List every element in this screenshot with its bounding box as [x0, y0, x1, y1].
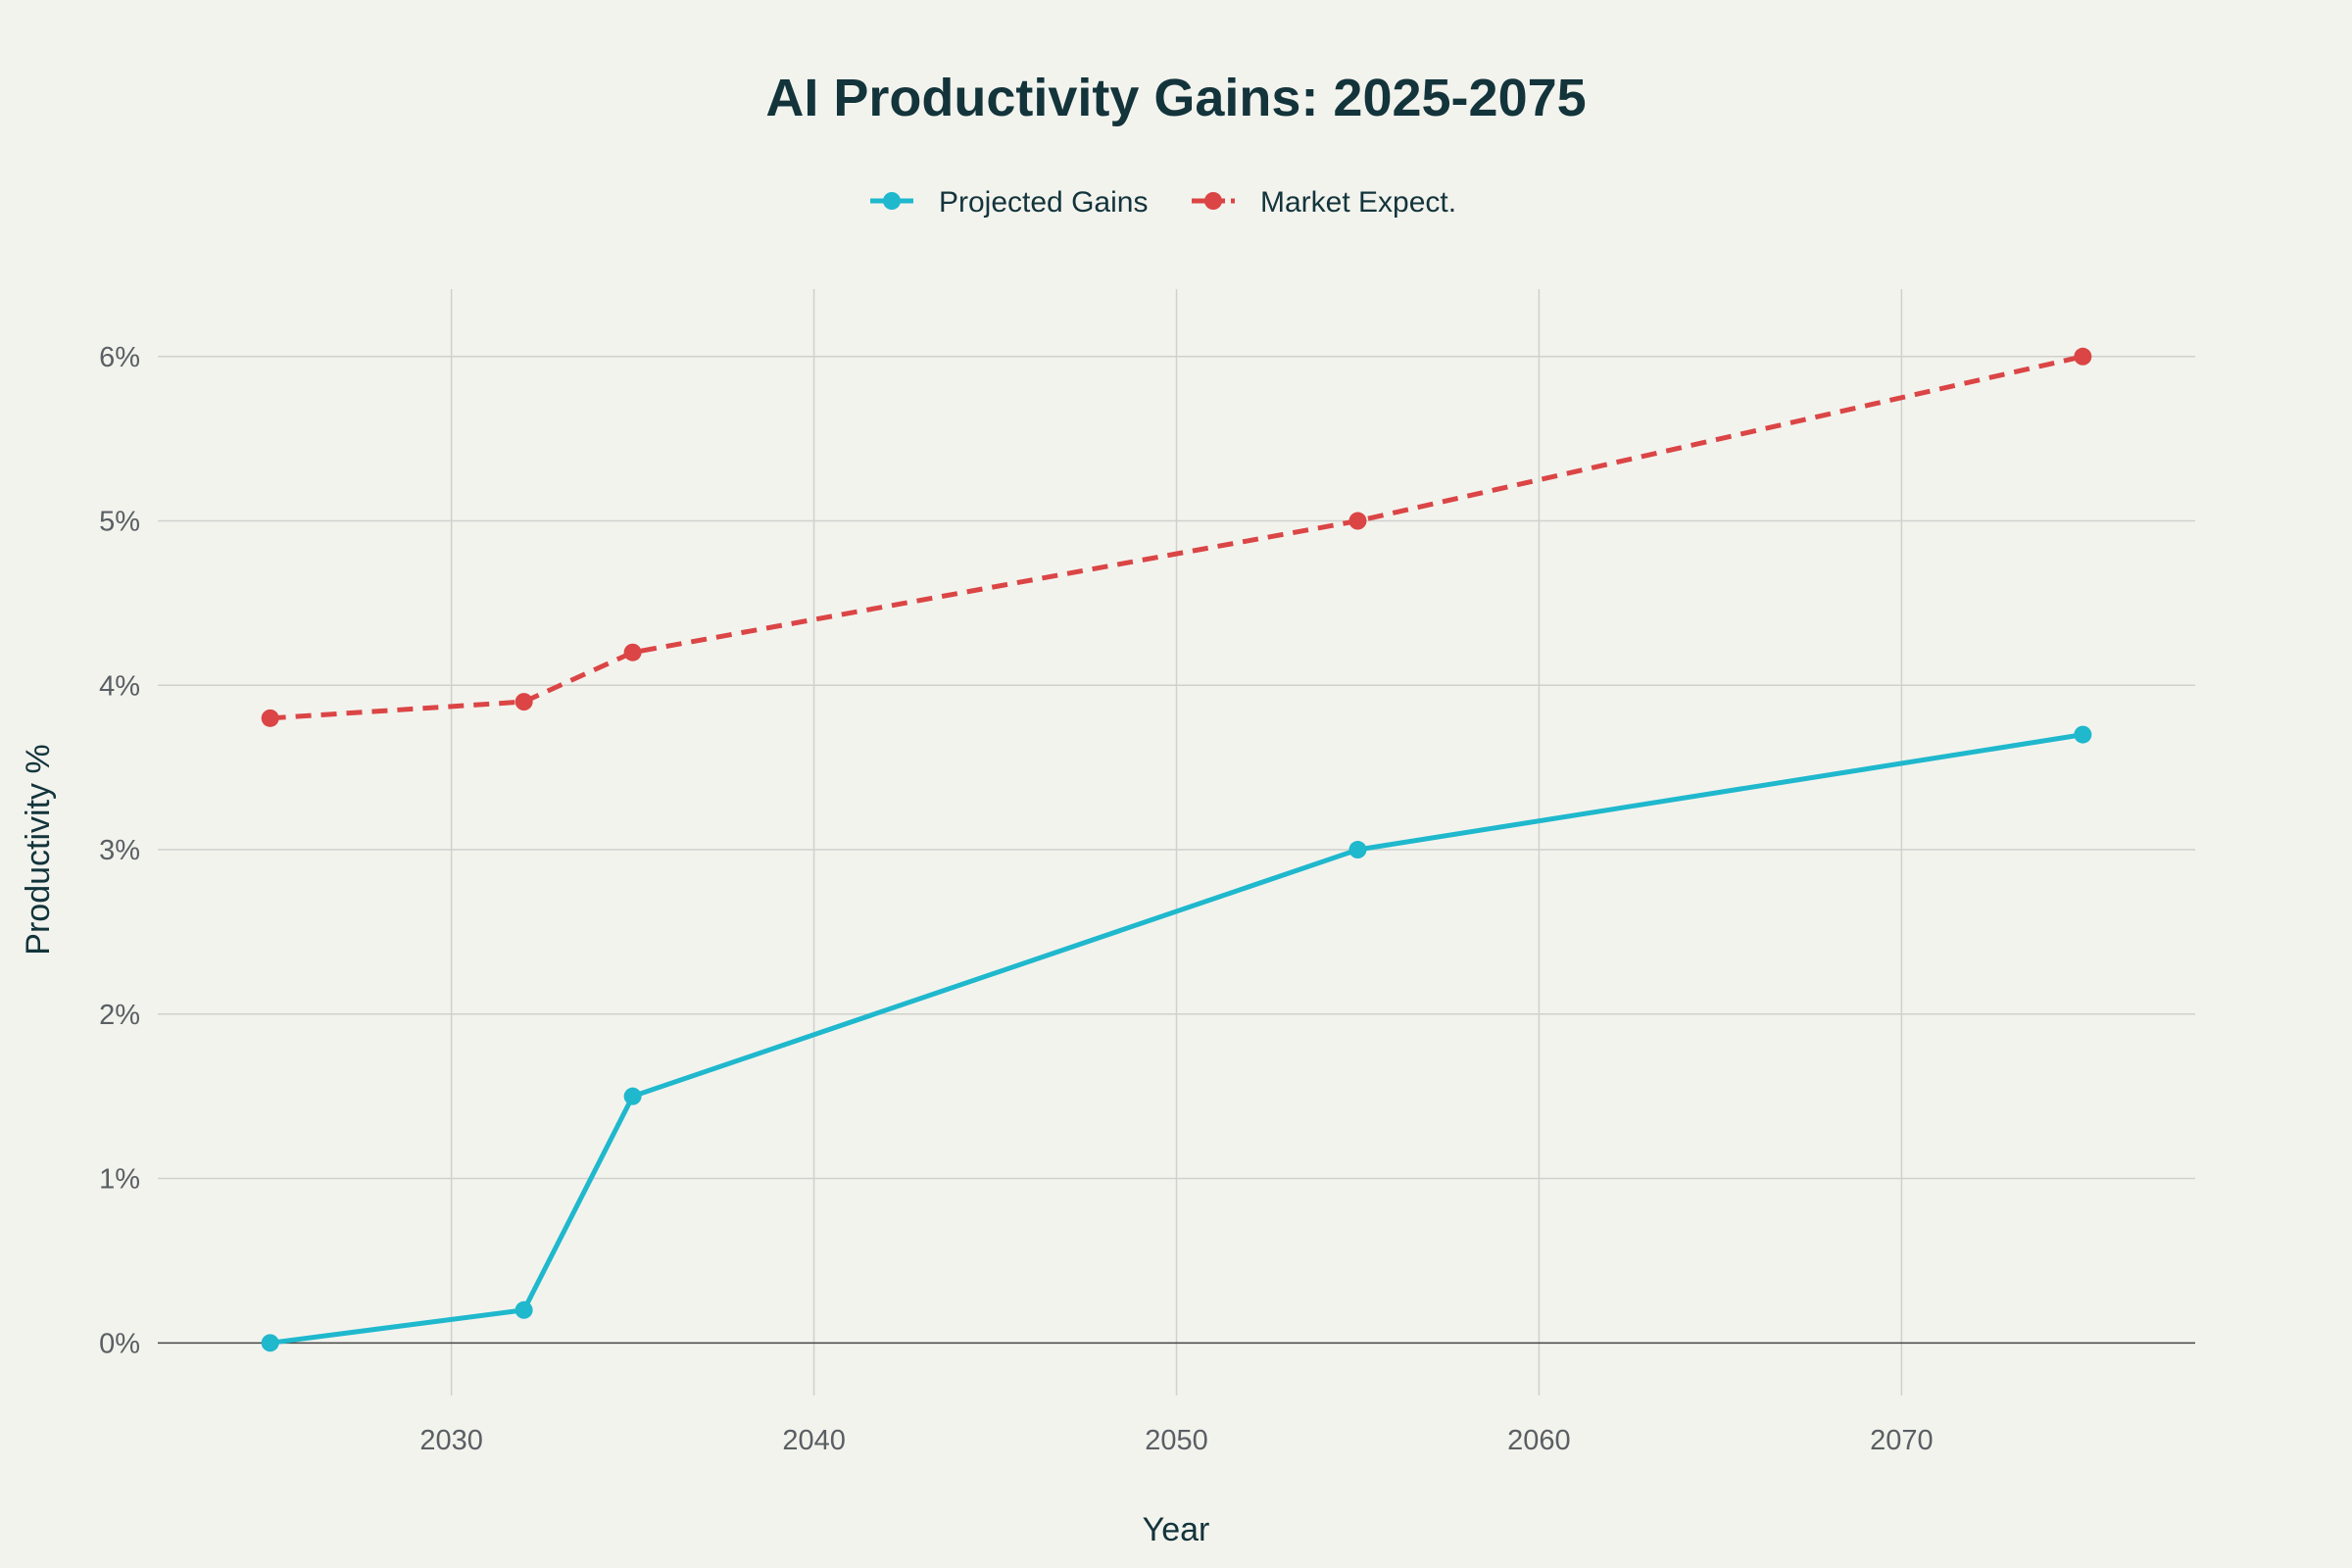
y-tick-label: 1% [99, 1164, 140, 1196]
x-tick-label: 2070 [1870, 1425, 1934, 1456]
legend-label: Market Expect. [1260, 186, 1456, 219]
legend-marker [1204, 192, 1222, 210]
y-tick-label: 6% [99, 342, 140, 373]
data-point [261, 1334, 279, 1352]
x-axis-label: Year [1143, 1511, 1210, 1548]
legend-item[interactable]: Market Expect. [1192, 186, 1456, 219]
y-tick-label: 5% [99, 507, 140, 538]
data-point [623, 643, 642, 662]
data-point [514, 693, 533, 711]
legend-label: Projected Gains [939, 186, 1148, 219]
y-axis-label: Productivity % [20, 744, 57, 955]
data-point [623, 1087, 642, 1105]
tick-labels: 2030 2040 2050 2060 2070 0% 1% 2% 3% 4% 5% 6% [99, 342, 1934, 1456]
x-tick-label: 2040 [782, 1425, 846, 1456]
data-point [1348, 841, 1367, 859]
series-line-1 [270, 354, 2083, 721]
x-tick-label: 2030 [419, 1425, 483, 1456]
chart-title: AI Productivity Gains: 2025-2075 [765, 69, 1586, 127]
y-tick-label: 4% [99, 670, 140, 702]
data-point [514, 1300, 533, 1319]
x-tick-label: 2060 [1507, 1425, 1571, 1456]
x-tick-label: 2050 [1145, 1425, 1208, 1456]
legend-marker [883, 192, 901, 210]
legend-item[interactable]: Projected Gains [870, 186, 1148, 219]
data-point [2074, 347, 2092, 366]
data-point [2074, 725, 2092, 744]
y-tick-label: 2% [99, 1000, 140, 1031]
gridlines [158, 289, 2195, 1396]
y-tick-label: 3% [99, 835, 140, 866]
data-point [1348, 512, 1367, 530]
legend[interactable]: Projected Gains Market Expect. [870, 186, 1456, 219]
data-point [261, 709, 279, 727]
series-group [261, 347, 2092, 1352]
y-tick-label: 0% [99, 1328, 140, 1359]
